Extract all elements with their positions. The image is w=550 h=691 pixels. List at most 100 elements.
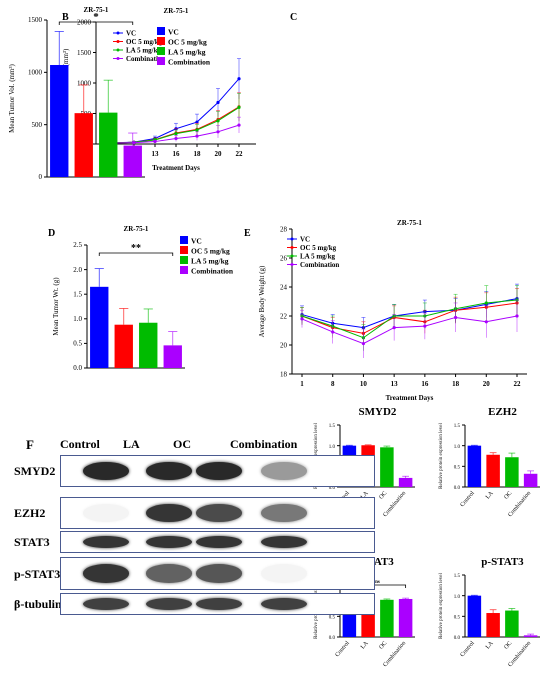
blot-band: [83, 504, 129, 522]
blot-row-label: SMYD2: [14, 464, 56, 478]
y-tick-label: 2000: [77, 19, 92, 27]
data-point: [216, 100, 220, 105]
chart-title: ZR-75-1: [397, 219, 422, 227]
bar-0: [50, 65, 69, 177]
blot-strip: [60, 531, 375, 553]
bar-3: [123, 145, 142, 177]
y-axis-label: Mean Tumor Wt. (g): [52, 277, 60, 336]
x-tick-label: 16: [421, 380, 429, 388]
legend-marker: [116, 48, 120, 52]
y-tick-label: 1.5: [73, 290, 82, 298]
legend-swatch: [157, 47, 165, 55]
blot-band: [83, 462, 129, 480]
series-line-2: [301, 299, 518, 339]
legend-label: LA 5 mg/kg: [300, 253, 336, 261]
chart-ezh2-expression: EZH2 0.0 0.5 1.0 1.5 Relative protein express…: [425, 395, 550, 540]
data-point: [331, 330, 335, 334]
y-axis-label: Relative protein expression level: [439, 573, 444, 639]
y-tick-label: 0.0: [329, 486, 336, 491]
blot-row-label: β-tubulin: [14, 597, 62, 611]
legend-label: OC 5 mg/kg: [168, 38, 207, 47]
series-line-3: [301, 315, 518, 345]
bar-0: [467, 445, 482, 487]
data-point: [237, 77, 241, 81]
bar-1: [74, 113, 93, 177]
x-tick-label: 13: [152, 150, 160, 158]
data-point: [216, 119, 220, 123]
chart-title: EZH2: [488, 406, 517, 418]
y-tick-label: 0.5: [454, 466, 461, 471]
x-tick-label: 10: [360, 380, 368, 388]
blot-band: [196, 564, 242, 583]
data-point: [174, 132, 178, 136]
blot-strip: [60, 593, 375, 615]
x-tick-label: 18: [452, 380, 460, 388]
y-tick-label: 26: [280, 255, 288, 263]
legend-marker: [290, 254, 294, 258]
y-tick-label: 1.0: [454, 445, 461, 450]
bar-3: [523, 473, 538, 487]
legend-marker: [116, 40, 120, 43]
data-point: [195, 134, 199, 138]
bar-2: [380, 447, 394, 487]
y-tick-label: 2.0: [73, 266, 82, 274]
bar-3: [398, 598, 413, 637]
legend-marker: [290, 263, 294, 266]
blot-band: [196, 504, 242, 522]
data-point: [195, 128, 199, 132]
blot-column-label: Control: [60, 437, 100, 451]
bar-3: [523, 635, 538, 637]
data-point: [361, 341, 366, 346]
x-tick-label: 1: [300, 380, 304, 388]
legend-swatch: [157, 27, 165, 35]
legend-marker: [290, 246, 294, 249]
chart-e-body-weight-lines: ZR-75-1 18 20 22 24 26 28 1 8 10 13 16 18 20 22 Treatme…: [240, 215, 550, 402]
blot-column-label: OC: [173, 437, 191, 451]
y-tick-label: 28: [280, 226, 288, 234]
x-tick-label: 8: [331, 380, 335, 388]
data-point: [153, 139, 157, 144]
y-tick-label: 1.5: [454, 574, 461, 579]
blot-row-label: STAT3: [14, 535, 50, 549]
chart-title: ZR-75-1: [124, 225, 149, 233]
data-point: [237, 123, 241, 127]
x-tick-label: LA: [360, 640, 370, 650]
blot-band: [261, 535, 307, 549]
blot-band: [196, 535, 242, 549]
legend-marker: [116, 31, 120, 35]
legend-label: OC 5 mg/kg: [191, 247, 230, 256]
y-tick-label: 0.5: [454, 616, 461, 621]
bar-2: [139, 322, 158, 368]
x-tick-label: OC: [378, 490, 388, 500]
legend-swatch: [180, 256, 188, 264]
x-tick-label: Control: [460, 490, 477, 508]
panel-letter-c: C: [290, 12, 298, 23]
y-tick-label: 0.0: [454, 486, 461, 491]
bar-1: [486, 613, 500, 637]
y-tick-label: 1500: [77, 49, 92, 57]
x-tick-label: LA: [485, 640, 495, 650]
x-tick-label: 13: [391, 380, 399, 388]
y-tick-label: 0: [39, 173, 43, 181]
blot-band: [146, 535, 192, 549]
chart-title: SMYD2: [359, 406, 397, 418]
legend-swatch: [157, 57, 165, 65]
blot-column-label: Combination: [230, 437, 298, 451]
blot-band: [83, 597, 129, 611]
bar-3: [163, 345, 182, 368]
y-tick-label: 1.5: [329, 424, 336, 429]
x-tick-label: Control: [460, 640, 477, 658]
series-line-0: [301, 298, 518, 329]
data-point: [515, 314, 519, 318]
panel-letter-b: B: [62, 12, 69, 23]
data-point: [300, 317, 304, 321]
blot-band: [83, 564, 129, 583]
blot-band: [196, 462, 242, 480]
bar-2: [505, 610, 519, 637]
significance-marker: **: [131, 243, 141, 254]
bar-3: [398, 477, 413, 487]
legend-label: Combination: [168, 58, 211, 67]
y-tick-label: 22: [280, 313, 288, 321]
blot-band: [83, 535, 129, 549]
significance-marker: *: [93, 11, 99, 23]
